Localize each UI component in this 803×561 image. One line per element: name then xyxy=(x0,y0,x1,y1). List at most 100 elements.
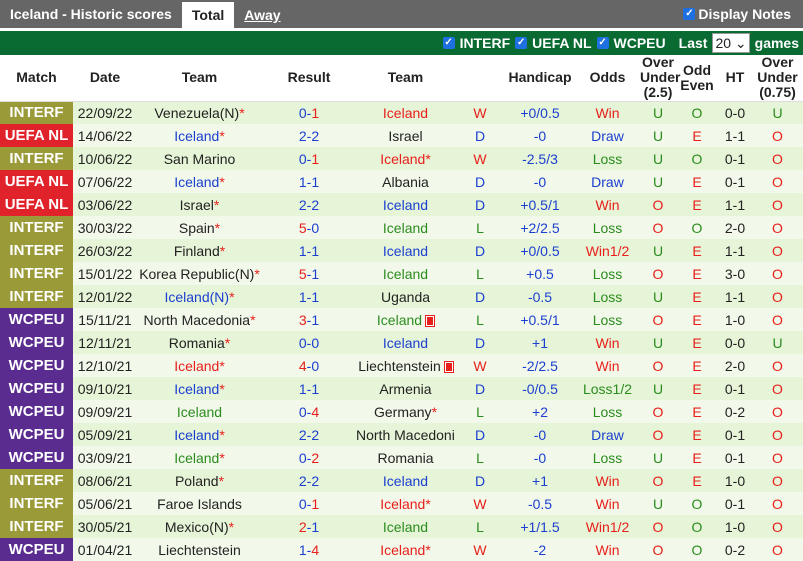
away-team: Albania xyxy=(356,170,455,193)
odds-text: Win xyxy=(595,472,620,489)
ou-text: U xyxy=(652,334,664,351)
over-under: U xyxy=(640,331,676,354)
column-header: Date xyxy=(73,55,137,102)
ou-text: U xyxy=(772,104,783,121)
team-link[interactable]: Iceland xyxy=(174,173,220,190)
team-link[interactable]: Israel xyxy=(179,196,214,213)
team-link[interactable]: North Macedonia xyxy=(143,311,251,328)
over-under-075: O xyxy=(752,193,803,216)
result: 0-1 xyxy=(262,101,356,124)
filter-bar: ✓ INTERF ✓ UEFA NL ✓ WCPEU Last 20 ⌄ games xyxy=(0,31,803,55)
team-link[interactable]: Poland xyxy=(174,472,219,489)
team-link[interactable]: Iceland xyxy=(382,104,429,121)
over-under-075: O xyxy=(752,124,803,147)
team-link[interactable]: Faroe Islands xyxy=(157,495,242,512)
team-link[interactable]: Iceland xyxy=(174,357,220,374)
team-link[interactable]: Iceland xyxy=(380,495,426,512)
odd-even: E xyxy=(676,423,718,446)
wcpeu-checkbox[interactable]: ✓ xyxy=(596,37,609,49)
odd-even: O xyxy=(676,101,718,124)
table-row: UEFA NL 07/06/22 Iceland* 1-1 Albania D -0 Draw… xyxy=(0,170,803,193)
team-link[interactable]: Iceland xyxy=(382,472,429,489)
display-notes-toggle[interactable]: ✓ Display Notes xyxy=(683,6,791,22)
odd-even: E xyxy=(676,331,718,354)
over-under-075: O xyxy=(752,538,803,561)
team-link[interactable]: Germany xyxy=(373,403,432,420)
odds: Loss1/2 xyxy=(575,377,640,400)
handicap-text: +0.5/1 xyxy=(520,311,560,328)
date: 09/09/21 xyxy=(73,400,137,423)
team-link[interactable]: Mexico(N) xyxy=(164,518,229,535)
over-under-075: O xyxy=(752,515,803,538)
tab-away[interactable]: Away xyxy=(244,7,281,23)
team-link[interactable]: North Macedonia xyxy=(356,426,455,443)
team-link[interactable]: Liechtenstein xyxy=(158,541,241,558)
team-link[interactable]: Iceland(N) xyxy=(164,288,230,305)
odd-even: E xyxy=(676,239,718,262)
checkbox-icon[interactable]: ✓ xyxy=(683,8,696,20)
team-link[interactable]: Finland xyxy=(173,242,220,259)
handicap-text: -2/2.5 xyxy=(522,357,558,374)
outcome: D xyxy=(455,423,505,446)
team-link[interactable]: Iceland xyxy=(382,196,429,213)
result: 0-4 xyxy=(262,400,356,423)
handicap: +0.5 xyxy=(505,262,575,285)
date-text: 08/06/21 xyxy=(77,472,133,489)
outcome-text: D xyxy=(474,242,486,259)
date-text: 03/09/21 xyxy=(77,449,133,466)
team-link[interactable]: Iceland xyxy=(174,127,220,144)
match-badge: WCPEU xyxy=(0,423,73,446)
result: 1-1 xyxy=(262,239,356,262)
away-team: Iceland xyxy=(356,331,455,354)
match-badge: WCPEU xyxy=(0,354,73,377)
tab-total[interactable]: Total xyxy=(181,2,235,28)
team-link[interactable]: Iceland xyxy=(382,242,429,259)
team-link[interactable]: Iceland xyxy=(382,219,429,236)
team-link[interactable]: Iceland xyxy=(380,541,426,558)
ht-text: 0-1 xyxy=(724,150,746,167)
handicap-text: -0 xyxy=(533,173,547,190)
team-link[interactable]: Venezuela(N) xyxy=(154,104,240,121)
team-link[interactable]: Iceland xyxy=(382,265,429,282)
team-link[interactable]: Iceland xyxy=(174,380,220,397)
team-link[interactable]: Spain xyxy=(178,219,215,236)
ht-text: 0-1 xyxy=(724,380,746,397)
date-text: 12/01/22 xyxy=(77,288,133,305)
team-link[interactable]: Romania xyxy=(377,449,434,466)
team-link[interactable]: Iceland xyxy=(376,311,423,328)
team-link[interactable]: Israel xyxy=(388,127,423,144)
ht-text: 0-0 xyxy=(724,104,746,121)
team-link[interactable]: Iceland xyxy=(176,403,223,420)
team-link[interactable]: Iceland xyxy=(174,449,220,466)
team-link[interactable]: Romania xyxy=(168,334,225,351)
interf-checkbox[interactable]: ✓ xyxy=(442,37,455,49)
half-time: 0-1 xyxy=(718,492,752,515)
team-link[interactable]: Iceland xyxy=(380,150,426,167)
outcome-text: D xyxy=(474,127,486,144)
odds-text: Loss xyxy=(592,150,623,167)
team-link[interactable]: Albania xyxy=(382,173,429,190)
odds-text: Win1/2 xyxy=(585,518,630,535)
team-link[interactable]: Iceland xyxy=(174,426,220,443)
competition-label: WCPEU xyxy=(8,449,65,466)
away-team: Iceland xyxy=(356,216,455,239)
over-under-075: O xyxy=(752,423,803,446)
ou-text: O xyxy=(652,265,664,282)
games-count-select[interactable]: 20 ⌄ xyxy=(712,33,750,53)
away-team: Romania xyxy=(356,446,455,469)
oe-text: O xyxy=(691,219,703,236)
odds: Loss xyxy=(575,285,640,308)
team-link[interactable]: Iceland xyxy=(382,334,429,351)
team-link[interactable]: Armenia xyxy=(379,380,432,397)
match-badge: UEFA NL xyxy=(0,193,73,216)
odds-text: Loss xyxy=(592,311,623,328)
team-link[interactable]: San Marino xyxy=(163,150,236,167)
oe-text: O xyxy=(691,541,703,558)
uefa-nl-checkbox[interactable]: ✓ xyxy=(515,37,528,49)
team-link[interactable]: Korea Republic(N) xyxy=(139,265,255,282)
team-link[interactable]: Liechtenstein xyxy=(358,357,441,374)
match-badge: WCPEU xyxy=(0,446,73,469)
team-link[interactable]: Uganda xyxy=(380,288,431,305)
team-link[interactable]: Iceland xyxy=(382,518,429,535)
outcome: D xyxy=(455,239,505,262)
